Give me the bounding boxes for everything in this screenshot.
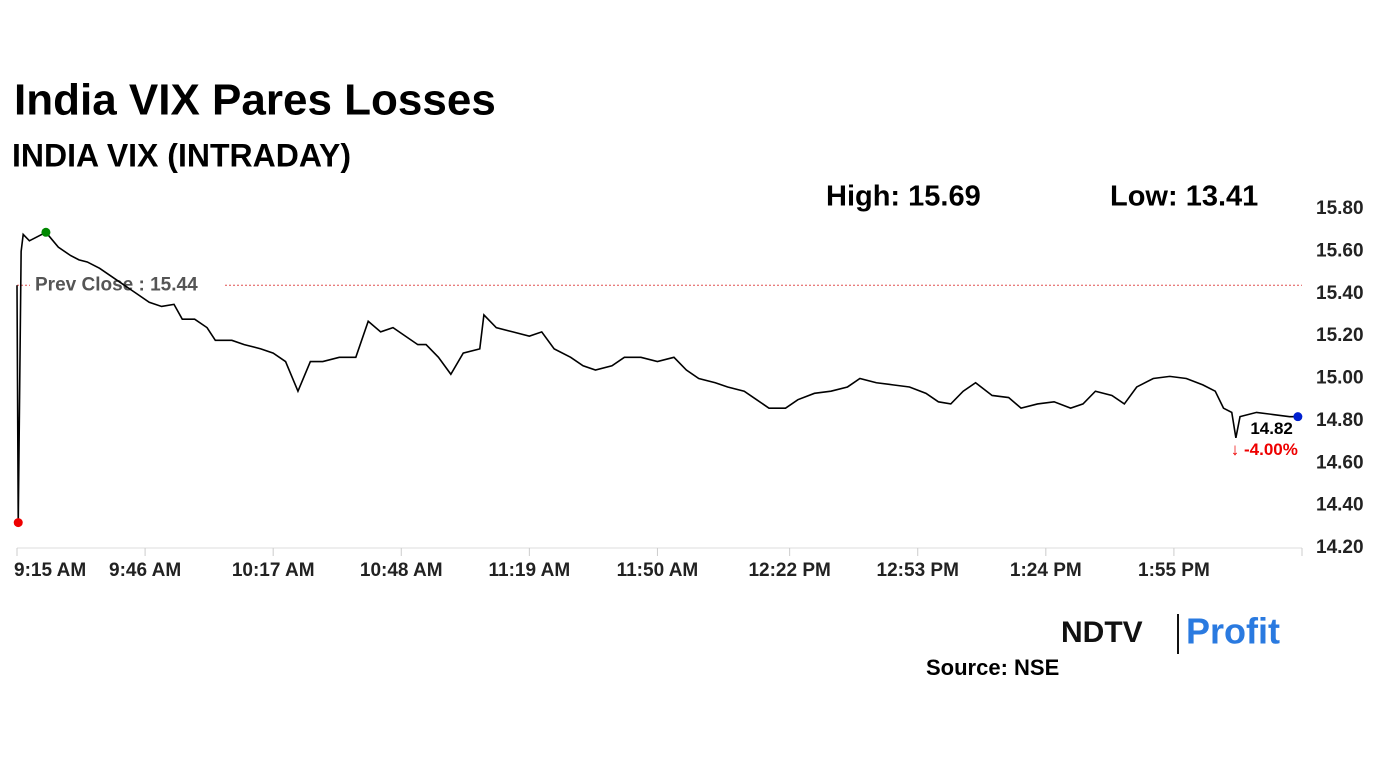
point-marker xyxy=(1293,412,1303,422)
logo-ndtv: NDTV xyxy=(1061,616,1143,649)
low-label: Low: 13.41 xyxy=(1110,181,1258,213)
line xyxy=(16,231,1298,523)
x-tick-label: 9:15 AM xyxy=(14,560,86,581)
y-tick-label: 15.20 xyxy=(1316,325,1364,346)
change-label: ↓ -4.00% xyxy=(1231,440,1298,459)
x-tick-label: 1:24 PM xyxy=(1010,560,1082,581)
high-label: High: 15.69 xyxy=(826,181,981,213)
x-tick-label: 12:53 PM xyxy=(877,560,959,581)
chart-title: India VIX Pares Losses xyxy=(14,76,496,125)
y-tick-label: 15.60 xyxy=(1316,240,1364,261)
y-tick-label: 14.20 xyxy=(1316,537,1364,558)
prev-close-bg xyxy=(30,272,225,299)
x-tick-label: 12:22 PM xyxy=(748,560,830,581)
x-tick-label: 10:17 AM xyxy=(232,560,315,581)
y-tick-label: 15.00 xyxy=(1316,368,1364,389)
y-tick-label: 14.40 xyxy=(1316,495,1364,516)
x-tick-label: 9:46 AM xyxy=(109,560,181,581)
y-tick-label: 14.60 xyxy=(1316,452,1364,473)
y-tick-label: 15.40 xyxy=(1316,283,1364,304)
x-tick-label: 11:19 AM xyxy=(489,560,571,581)
last-value-label: 14.82 xyxy=(1250,419,1293,438)
chart-subtitle: INDIA VIX (INTRADAY) xyxy=(12,137,351,173)
logo-profit: Profit xyxy=(1186,611,1280,652)
x-tick-label: 10:48 AM xyxy=(360,560,443,581)
x-tick-label: 11:50 AM xyxy=(617,560,699,581)
prev-close-label: Prev Close : 15.44 xyxy=(35,274,198,295)
x-tick-label: 1:55 PM xyxy=(1138,560,1210,581)
y-tick-label: 14.80 xyxy=(1316,410,1364,431)
point-marker xyxy=(13,518,23,528)
source: Source: NSE xyxy=(926,655,1059,680)
y-tick-label: 15.80 xyxy=(1316,198,1364,219)
point-marker xyxy=(41,227,51,237)
